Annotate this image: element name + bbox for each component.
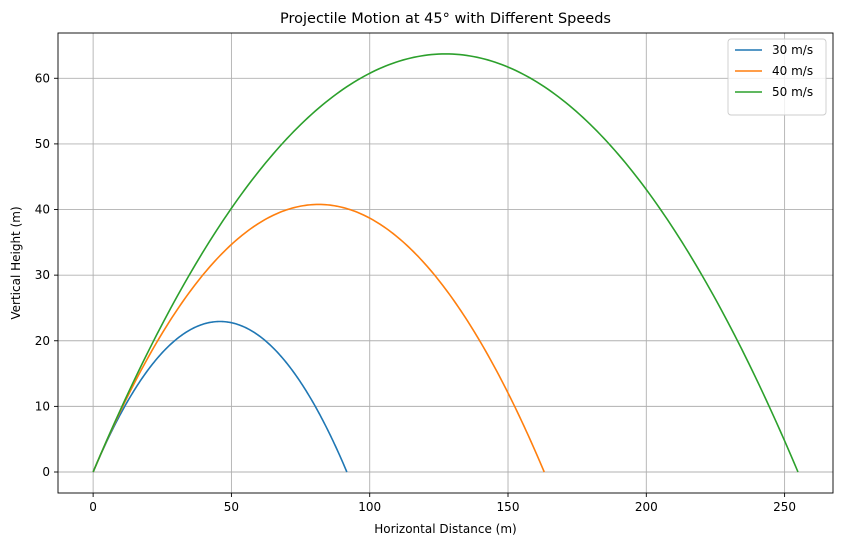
series-line-50 [92, 53, 799, 473]
y-tick-label: 40 [35, 203, 50, 217]
x-tick-label: 0 [89, 500, 97, 514]
y-tick-label: 30 [35, 268, 50, 282]
series-line-40 [92, 203, 545, 473]
plot-frame [57, 32, 834, 494]
x-tick-label: 100 [358, 500, 381, 514]
chart-title: Projectile Motion at 45° with Different … [280, 11, 611, 27]
y-tick-label: 10 [35, 399, 50, 413]
legend-label-30: 30 m/s [772, 43, 813, 57]
y-tick-label: 0 [42, 465, 50, 479]
y-axis-label: Vertical Height (m) [9, 206, 23, 319]
series-lines [92, 53, 799, 473]
y-tick-label: 50 [35, 137, 50, 151]
legend-box [727, 38, 827, 116]
x-tick-label: 50 [224, 500, 239, 514]
legend-label-50: 50 m/s [772, 85, 813, 99]
y-tick-label: 60 [35, 71, 50, 85]
x-tick-label: 250 [773, 500, 796, 514]
x-tick-label: 150 [497, 500, 520, 514]
legend: 30 m/s 40 m/s 50 m/s [727, 38, 827, 116]
legend-label-40: 40 m/s [772, 64, 813, 78]
x-axis-label: Horizontal Distance (m) [374, 522, 516, 536]
series-line-30 [92, 320, 348, 473]
axis-ticks: 0 50 100 150 200 250 0 10 20 30 40 50 60 [35, 71, 796, 514]
grid [58, 33, 833, 493]
y-tick-label: 20 [35, 334, 50, 348]
x-tick-label: 200 [635, 500, 658, 514]
